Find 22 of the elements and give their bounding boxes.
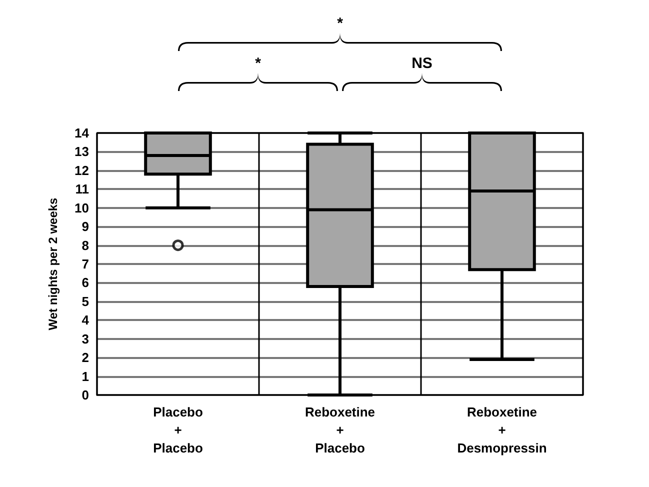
y-tick-label: 10 <box>74 200 89 216</box>
x-tick-label: Placebo + Placebo <box>153 404 203 456</box>
y-axis-title: Wet nights per 2 weeks <box>46 197 60 330</box>
y-tick-label: 13 <box>74 144 89 160</box>
y-tick-label: 6 <box>82 275 89 290</box>
y-tick-label: 4 <box>82 312 90 328</box>
x-tick-label: Reboxetine + Placebo <box>304 404 376 456</box>
y-tick-label: 2 <box>82 350 89 366</box>
text: * <box>337 15 343 32</box>
y-tick-label: 9 <box>82 219 89 234</box>
text: NS <box>412 55 432 72</box>
y-tick-label: 11 <box>75 182 89 197</box>
y-tick-label: 12 <box>74 162 89 178</box>
y-tick-label: 1 <box>82 368 89 384</box>
y-tick-label: 7 <box>82 256 89 272</box>
y-tick-label: 3 <box>82 331 89 346</box>
text: * <box>255 55 261 72</box>
x-tick-label: Reboxetine + Desmopressin <box>457 404 547 456</box>
y-tick-label: 14 <box>74 126 90 140</box>
y-tick-label: 5 <box>82 294 89 309</box>
y-tick-label: 0 <box>82 388 89 402</box>
y-tick-label: 8 <box>82 238 89 253</box>
